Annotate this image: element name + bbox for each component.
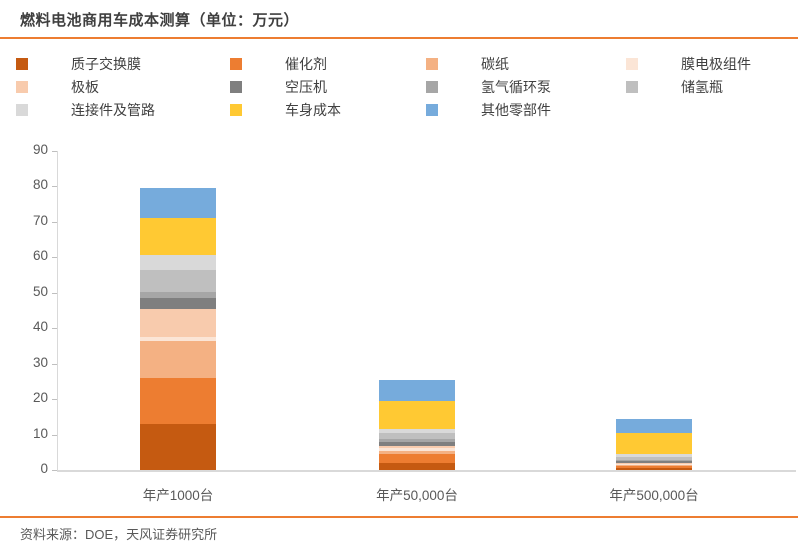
bar-segment-碳纸 (140, 340, 216, 378)
y-axis-tick-label: 40 (32, 319, 48, 335)
legend-swatch-icon (626, 58, 638, 70)
x-axis-line (57, 470, 796, 472)
legend-label: 储氢瓶 (681, 79, 723, 95)
footer-divider (0, 516, 798, 518)
chart-legend: 质子交换膜 催化剂 碳纸 膜电极组件极板 空压机 氢气循环泵 储氢瓶连接件及管路 车身成本 其他… (16, 56, 786, 118)
chart-title: 燃料电池商用车成本测算（单位：万元） (20, 12, 300, 29)
legend-swatch-icon (230, 58, 242, 70)
legend-swatch-icon (426, 81, 438, 93)
bar-segment-膜电极组件 (616, 463, 692, 465)
title-divider (0, 37, 798, 39)
y-axis-tick (52, 151, 57, 152)
legend-item: 其他零部件 (426, 102, 626, 118)
y-axis-tick (52, 328, 57, 330)
x-axis-category-label: 年产500,000台 (609, 488, 699, 503)
bar-segment-质子交换膜 (140, 423, 216, 470)
bar-segment-储氢瓶 (616, 456, 692, 461)
legend-label: 质子交换膜 (71, 56, 141, 72)
bar-segment-氢气循环泵 (616, 460, 692, 461)
legend-swatch-icon (16, 104, 28, 116)
y-axis-tick-label: 50 (32, 283, 48, 299)
bar-segment-催化剂 (616, 465, 692, 469)
y-axis-tick (52, 186, 57, 188)
legend-item: 空压机 (230, 79, 426, 95)
y-axis-tick-label: 20 (32, 390, 48, 406)
legend-label: 其他零部件 (481, 102, 551, 118)
y-axis-tick (52, 257, 57, 259)
bar-segment-质子交换膜 (616, 468, 692, 470)
y-axis-tick (52, 221, 57, 223)
legend-item: 极板 (16, 79, 230, 95)
legend-label: 膜电极组件 (681, 56, 751, 72)
legend-item: 催化剂 (230, 56, 426, 72)
legend-swatch-icon (426, 58, 438, 70)
legend-item: 质子交换膜 (16, 56, 230, 72)
legend-label: 催化剂 (285, 56, 327, 72)
bar-segment-连接件及管路 (379, 428, 455, 433)
bar-segment-氢气循环泵 (379, 438, 455, 442)
y-axis-tick-label: 90 (32, 142, 48, 157)
legend-label: 氢气循环泵 (481, 79, 551, 95)
y-axis-tick-label: 10 (32, 425, 48, 441)
legend-swatch-icon (626, 81, 638, 93)
legend-swatch-icon (16, 81, 28, 93)
bar-segment-催化剂 (379, 454, 455, 463)
bar-segment-催化剂 (140, 377, 216, 424)
x-axis-category-label: 年产1000台 (142, 488, 214, 503)
bar-segment-空压机 (140, 298, 216, 309)
y-axis-line (57, 151, 58, 470)
y-axis-tick (52, 363, 57, 365)
legend-label: 极板 (71, 79, 99, 95)
legend-swatch-icon (16, 58, 28, 70)
bar-segment-氢气循环泵 (140, 291, 216, 299)
y-axis-tick-label: 60 (32, 248, 48, 264)
bar-segment-其他零部件 (140, 187, 216, 219)
bar-segment-极板 (379, 446, 455, 449)
bar-segment-车身成本 (379, 400, 455, 429)
bar-segment-储氢瓶 (379, 432, 455, 439)
bar-segment-膜电极组件 (140, 337, 216, 341)
legend-label: 车身成本 (285, 102, 341, 118)
legend-label: 空压机 (285, 79, 327, 95)
bar-segment-膜电极组件 (379, 448, 455, 451)
bar-segment-碳纸 (616, 464, 692, 466)
y-axis-tick (52, 399, 57, 401)
y-axis-tick-label: 30 (32, 354, 48, 370)
legend-item: 连接件及管路 (16, 102, 230, 118)
legend-swatch-icon (230, 81, 242, 93)
legend-item: 碳纸 (426, 56, 626, 72)
bar-segment-碳纸 (379, 450, 455, 455)
bar-segment-其他零部件 (379, 379, 455, 401)
bar-segment-空压机 (379, 441, 455, 447)
y-axis-tick-label: 70 (32, 212, 48, 228)
legend-label: 连接件及管路 (71, 102, 155, 118)
legend-label: 碳纸 (481, 56, 509, 72)
y-axis-tick-label: 0 (40, 461, 48, 476)
bar-segment-连接件及管路 (140, 254, 216, 271)
legend-item: 膜电极组件 (626, 56, 786, 72)
legend-item: 储氢瓶 (626, 79, 786, 95)
bar-segment-车身成本 (140, 218, 216, 255)
bar-segment-储氢瓶 (140, 270, 216, 292)
x-axis-category-label: 年产50,000台 (376, 488, 458, 503)
y-axis-tick (52, 470, 57, 471)
bar-segment-极板 (140, 308, 216, 338)
bar-segment-空压机 (616, 460, 692, 463)
bar-segment-车身成本 (616, 433, 692, 455)
bar-segment-质子交换膜 (379, 462, 455, 470)
y-axis-tick (52, 292, 57, 294)
source-note: 资料来源：DOE，天风证券研究所 (20, 527, 218, 542)
bar-segment-连接件及管路 (616, 454, 692, 457)
bar-segment-其他零部件 (616, 419, 692, 434)
legend-item: 氢气循环泵 (426, 79, 626, 95)
bar-segment-极板 (616, 462, 692, 464)
legend-swatch-icon (426, 104, 438, 116)
y-axis-tick-label: 80 (32, 177, 48, 193)
legend-swatch-icon (230, 104, 242, 116)
legend-item: 车身成本 (230, 102, 426, 118)
y-axis-tick (52, 434, 57, 436)
